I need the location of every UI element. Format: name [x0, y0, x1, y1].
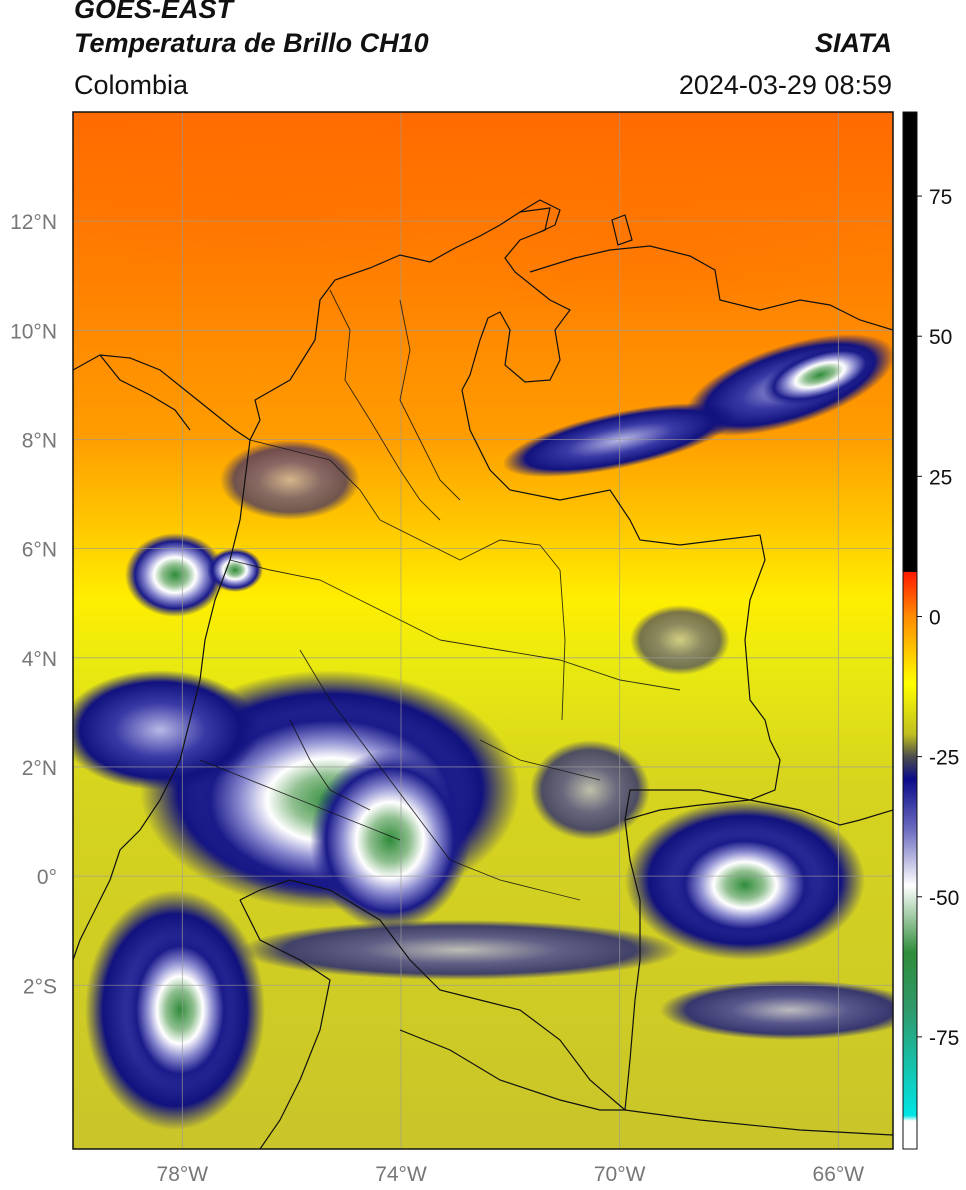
cloud-system [125, 930, 235, 1090]
imagery-layer [73, 112, 893, 1149]
cloud-system [630, 605, 730, 675]
cloud-system [660, 980, 893, 1040]
latitude-tick-label: 4°N [22, 648, 57, 671]
cloud-system [240, 920, 680, 980]
colorbar-tick-label: 25 [929, 466, 952, 489]
longitude-tick-labels: 78°W 74°W 70°W 66°W [157, 1163, 865, 1186]
cloud-system [310, 750, 470, 930]
map-frame [72, 111, 894, 1150]
latitude-tick-label: 6°N [22, 539, 57, 562]
satellite-title: GOES-EAST [74, 0, 234, 24]
latitude-tick-label: 8°N [22, 429, 57, 452]
colorbar-tick-label: -50 [929, 887, 959, 910]
colorbar-scale [902, 111, 918, 1150]
country-borders [73, 199, 893, 1149]
latitude-tick-label: 12°N [10, 211, 57, 234]
latitude-tick-label: 2°N [22, 757, 57, 780]
cloud-system [207, 548, 263, 592]
warm-region [430, 160, 870, 320]
product-title: Temperatura de Brillo CH10 [74, 28, 429, 58]
latitude-tick-label: 10°N [10, 320, 57, 343]
colorbar-tick-label: 50 [929, 326, 952, 349]
colorbar-tick-labels: 75 50 25 0 -25 -50 -75 [917, 186, 959, 1050]
cloud-system [220, 440, 360, 520]
colorbar-tick-label: -75 [929, 1027, 959, 1050]
latitude-tick-label: 0° [37, 866, 57, 889]
graticule [73, 112, 893, 1149]
timestamp-label: 2024-03-29 08:59 [678, 70, 892, 100]
cloud-system [670, 830, 820, 940]
cloud-system [762, 344, 878, 406]
longitude-tick-label: 70°W [594, 1163, 646, 1186]
department-borders [199, 289, 681, 901]
region-label: Colombia [74, 70, 189, 100]
cloud-system [125, 533, 225, 617]
colorbar: 75 50 25 0 -25 -50 -75 [902, 111, 959, 1150]
longitude-tick-label: 78°W [157, 1163, 209, 1186]
warm-region [73, 112, 520, 280]
organization-label: SIATA [815, 28, 892, 58]
colorbar-tick-label: 75 [929, 186, 952, 209]
colorbar-tick-label: 0 [929, 606, 941, 629]
latitude-tick-labels: 12°N 10°N 8°N 6°N 4°N 2°N 0° 2°S [10, 211, 57, 998]
latitude-tick-label: 2°S [23, 975, 57, 998]
longitude-tick-label: 66°W [813, 1163, 865, 1186]
longitude-tick-label: 74°W [375, 1163, 427, 1186]
colorbar-tick-label: -25 [929, 747, 959, 770]
cloud-system [73, 670, 260, 790]
